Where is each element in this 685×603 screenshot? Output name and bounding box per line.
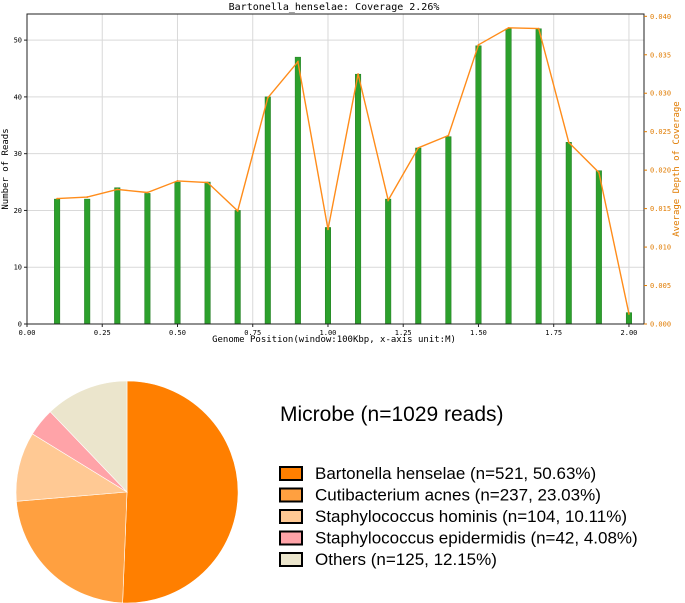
depth-point — [146, 191, 149, 194]
coverage-chart: Bartonella_henselae: Coverage 2.26% 0.00… — [1, 2, 682, 345]
depth-point — [507, 26, 510, 29]
read-count-bar — [174, 181, 181, 325]
legend-label: Bartonella henselae (n=521, 50.63%) — [315, 464, 596, 483]
coverage-x-ticks: 0.00 0.25 0.50 0.75 1.00 1.25 1.50 1.75 2.00 — [19, 324, 638, 337]
pie-legend: Bartonella henselae (n=521, 50.63%) Cutib… — [279, 464, 638, 569]
y-tick-label: 50 — [14, 37, 22, 45]
read-count-bar — [565, 142, 572, 325]
depth-point — [477, 43, 480, 46]
y-right-tick-label: 0.040 — [650, 13, 671, 21]
x-tick-label: 1.75 — [545, 329, 562, 337]
pie-slice — [122, 380, 239, 603]
read-count-bar — [445, 136, 452, 325]
read-count-bar — [204, 181, 211, 325]
x-tick-label: 0.50 — [169, 329, 186, 337]
x-tick-label: 1.50 — [470, 329, 487, 337]
depth-point — [447, 134, 450, 137]
depth-point — [357, 73, 359, 75]
coverage-chart-title: Bartonella_henselae: Coverage 2.26% — [229, 2, 440, 13]
x-tick-label: 1.25 — [395, 329, 412, 337]
read-count-bar — [54, 198, 61, 325]
y-right-tick-label: 0.010 — [650, 244, 671, 252]
legend-label: Others (n=125, 12.15%) — [315, 550, 497, 569]
read-count-bar — [234, 210, 241, 325]
legend-label: Staphylococcus hominis (n=104, 10.11%) — [315, 507, 627, 526]
legend-swatch — [279, 487, 303, 503]
y-right-tick-label: 0.020 — [650, 167, 671, 175]
coverage-bars — [54, 28, 632, 325]
y-tick-label: 40 — [14, 93, 22, 101]
legend-label: Cutibacterium acnes (n=237, 23.03%) — [315, 486, 601, 505]
pie-slice — [16, 491, 128, 603]
microbe-pie-chart: Microbe (n=1029 reads) Bartonella hensel… — [15, 380, 638, 603]
depth-point — [628, 313, 630, 315]
y-right-tick-label: 0.030 — [650, 90, 671, 98]
y-right-tick-label: 0.000 — [650, 321, 671, 329]
read-count-bar — [535, 28, 542, 325]
y-tick-label: 0 — [18, 321, 22, 329]
read-count-bar — [595, 170, 602, 325]
x-tick-label: 2.00 — [621, 329, 638, 337]
y-right-tick-label: 0.025 — [650, 128, 671, 136]
legend-swatch — [279, 509, 303, 524]
x-tick-label: 0.25 — [94, 329, 111, 337]
read-count-bar — [415, 147, 422, 325]
coverage-y-ticks: 0 10 20 30 40 50 — [14, 37, 27, 329]
x-tick-label: 1.00 — [320, 329, 337, 337]
depth-point — [266, 96, 269, 99]
read-count-bar — [294, 56, 301, 325]
legend-label: Staphylococcus epidermidis (n=42, 4.08%) — [315, 529, 638, 548]
depth-point — [86, 196, 89, 198]
x-tick-label: 0.75 — [244, 329, 261, 337]
depth-point — [417, 146, 420, 149]
y-tick-label: 20 — [14, 207, 22, 215]
depth-point — [327, 228, 329, 231]
legend-swatch — [279, 466, 303, 481]
read-count-bar — [505, 28, 512, 325]
read-count-bar — [475, 45, 482, 325]
depth-point — [116, 188, 119, 191]
depth-point — [296, 60, 299, 63]
read-count-bar — [355, 73, 362, 325]
depth-point — [597, 171, 600, 174]
pie-slice — [15, 433, 128, 502]
coverage-x-axis-label: Genome Position(window:100Kbp, x-axis un… — [212, 335, 456, 345]
y-right-tick-label: 0.005 — [650, 282, 671, 290]
coverage-y-ticks-right: 0.000 0.005 0.010 0.015 0.020 0.025 0.030 0.035… — [644, 13, 671, 329]
depth-point — [56, 197, 58, 200]
pie-slice — [49, 380, 128, 493]
read-count-bar — [385, 198, 392, 325]
y-right-tick-label: 0.015 — [650, 205, 671, 213]
y-tick-label: 30 — [14, 150, 22, 158]
y-tick-label: 10 — [14, 264, 22, 272]
x-tick-label: 0.00 — [19, 329, 36, 337]
pie-slices — [15, 380, 239, 603]
read-count-bar — [84, 198, 91, 325]
depth-point — [206, 181, 209, 184]
depth-point — [567, 141, 570, 144]
read-count-bar — [264, 96, 271, 325]
read-count-bar — [114, 187, 121, 325]
depth-point — [176, 180, 179, 182]
legend-swatch — [279, 530, 303, 546]
depth-line — [57, 27, 630, 315]
coverage-plot-frame — [26, 13, 645, 325]
legend-swatch — [279, 552, 303, 567]
depth-point — [236, 210, 239, 212]
depth-point — [387, 199, 390, 202]
y-right-tick-label: 0.035 — [650, 51, 671, 59]
coverage-y-axis-label-right: Average Depth of Coverage — [672, 101, 682, 236]
depth-point — [537, 27, 540, 30]
read-count-bar — [144, 193, 151, 325]
coverage-y-axis-label: Number of Reads — [1, 128, 11, 209]
read-count-bar — [324, 227, 331, 325]
pie-title: Microbe (n=1029 reads) — [280, 403, 504, 426]
coverage-depth-line — [56, 26, 630, 315]
